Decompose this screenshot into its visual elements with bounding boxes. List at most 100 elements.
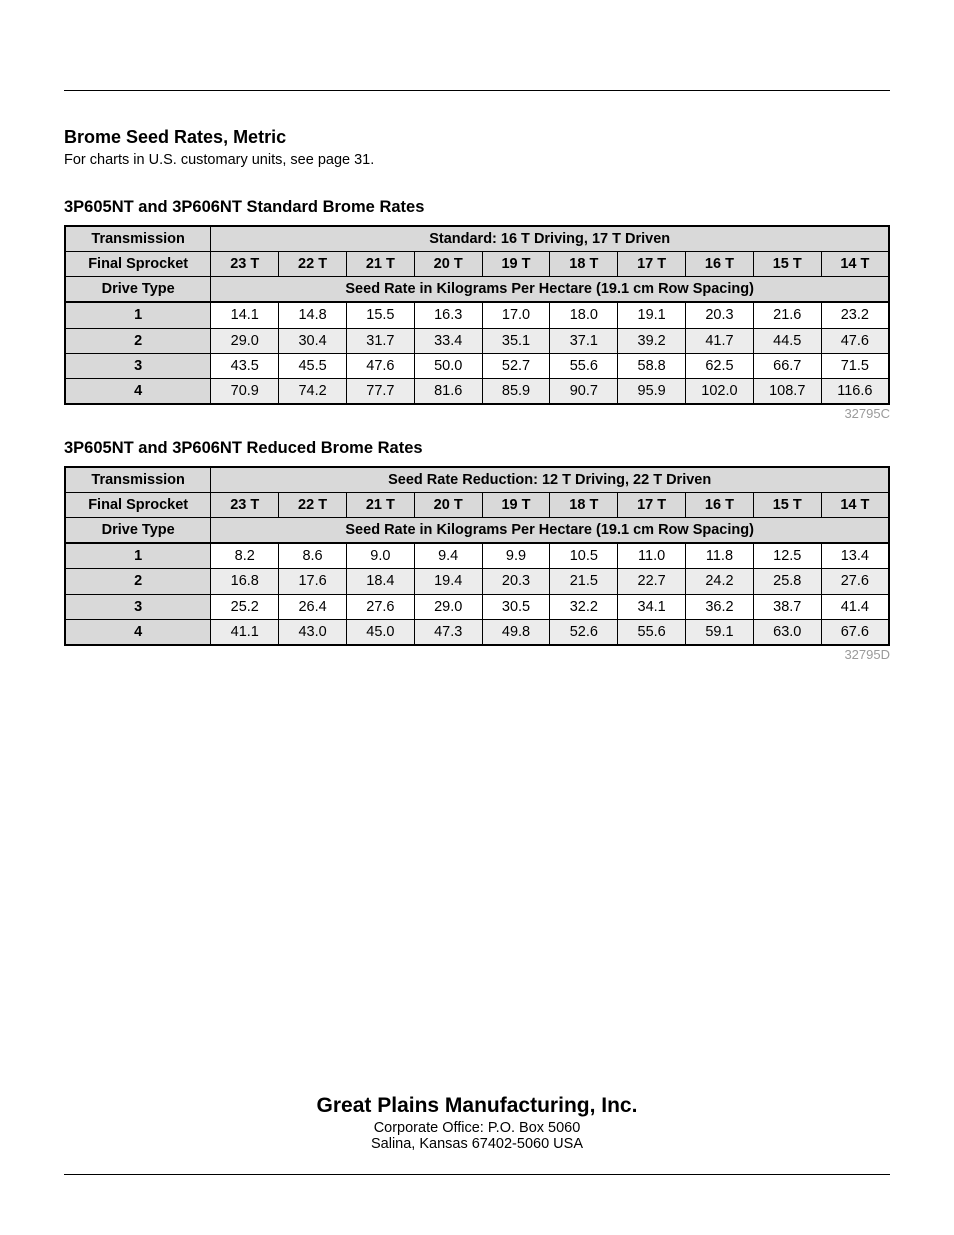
footer: Great Plains Manufacturing, Inc. Corpora… xyxy=(64,1094,890,1152)
rate-cell: 62.5 xyxy=(686,353,754,378)
sprocket-col-header: 14 T xyxy=(821,252,889,277)
rate-cell: 55.6 xyxy=(618,619,686,645)
rate-cell: 29.0 xyxy=(414,594,482,619)
rate-cell: 27.6 xyxy=(346,594,414,619)
top-rule xyxy=(64,90,890,91)
sprocket-col-header: 23 T xyxy=(211,493,279,518)
rate-cell: 22.7 xyxy=(618,569,686,594)
rate-cell: 25.2 xyxy=(211,594,279,619)
rate-cell: 47.3 xyxy=(414,619,482,645)
sprocket-col-header: 18 T xyxy=(550,493,618,518)
rate-cell: 95.9 xyxy=(618,378,686,404)
rate-cell: 18.4 xyxy=(346,569,414,594)
rate-cell: 90.7 xyxy=(550,378,618,404)
rate-cell: 36.2 xyxy=(686,594,754,619)
sprocket-col-header: 19 T xyxy=(482,252,550,277)
rate-table: TransmissionSeed Rate Reduction: 12 T Dr… xyxy=(64,466,890,646)
rate-cell: 17.0 xyxy=(482,302,550,328)
sprocket-col-header: 16 T xyxy=(686,493,754,518)
table-row: 470.974.277.781.685.990.795.9102.0108.71… xyxy=(65,378,889,404)
rate-cell: 19.4 xyxy=(414,569,482,594)
tables-container: 3P605NT and 3P606NT Standard Brome Rates… xyxy=(64,188,890,680)
table-row: 18.28.69.09.49.910.511.011.812.513.4 xyxy=(65,543,889,569)
rate-cell: 8.6 xyxy=(279,543,347,569)
rate-cell: 43.0 xyxy=(279,619,347,645)
table-title: 3P605NT and 3P606NT Standard Brome Rates xyxy=(64,198,890,217)
transmission-label: Transmission xyxy=(65,467,211,493)
table-row: 325.226.427.629.030.532.234.136.238.741.… xyxy=(65,594,889,619)
transmission-span: Standard: 16 T Driving, 17 T Driven xyxy=(211,226,889,252)
rate-cell: 47.6 xyxy=(821,328,889,353)
sprocket-col-header: 22 T xyxy=(279,493,347,518)
sprocket-col-header: 19 T xyxy=(482,493,550,518)
rate-table: TransmissionStandard: 16 T Driving, 17 T… xyxy=(64,225,890,405)
sprocket-col-header: 14 T xyxy=(821,493,889,518)
rate-cell: 85.9 xyxy=(482,378,550,404)
rate-cell: 55.6 xyxy=(550,353,618,378)
table-title: 3P605NT and 3P606NT Reduced Brome Rates xyxy=(64,439,890,458)
rate-cell: 20.3 xyxy=(482,569,550,594)
rate-cell: 52.7 xyxy=(482,353,550,378)
rate-cell: 45.5 xyxy=(279,353,347,378)
rate-cell: 9.0 xyxy=(346,543,414,569)
rate-cell: 30.5 xyxy=(482,594,550,619)
bottom-rule xyxy=(64,1174,890,1175)
table-row: 216.817.618.419.420.321.522.724.225.827.… xyxy=(65,569,889,594)
table-code: 32795C xyxy=(64,406,890,421)
drive-type-cell: 1 xyxy=(65,302,211,328)
rate-cell: 14.8 xyxy=(279,302,347,328)
rate-cell: 59.1 xyxy=(686,619,754,645)
subnote: For charts in U.S. customary units, see … xyxy=(64,152,890,168)
rate-cell: 13.4 xyxy=(821,543,889,569)
footer-address-1: Corporate Office: P.O. Box 5060 xyxy=(64,1120,890,1136)
rate-cell: 18.0 xyxy=(550,302,618,328)
rate-cell: 74.2 xyxy=(279,378,347,404)
sprocket-col-header: 21 T xyxy=(346,493,414,518)
transmission-span: Seed Rate Reduction: 12 T Driving, 22 T … xyxy=(211,467,889,493)
rate-cell: 17.6 xyxy=(279,569,347,594)
rate-cell: 23.2 xyxy=(821,302,889,328)
rate-cell: 116.6 xyxy=(821,378,889,404)
seed-rate-span: Seed Rate in Kilograms Per Hectare (19.1… xyxy=(211,518,889,544)
rate-cell: 66.7 xyxy=(753,353,821,378)
rate-cell: 39.2 xyxy=(618,328,686,353)
rate-cell: 11.0 xyxy=(618,543,686,569)
vertical-spacer xyxy=(64,680,890,1074)
rate-cell: 41.1 xyxy=(211,619,279,645)
rate-cell: 33.4 xyxy=(414,328,482,353)
drive-type-cell: 4 xyxy=(65,378,211,404)
section-heading: Brome Seed Rates, Metric xyxy=(64,127,890,148)
transmission-label: Transmission xyxy=(65,226,211,252)
sprocket-col-header: 17 T xyxy=(618,493,686,518)
rate-cell: 35.1 xyxy=(482,328,550,353)
rate-cell: 43.5 xyxy=(211,353,279,378)
rate-cell: 21.5 xyxy=(550,569,618,594)
footer-address-2: Salina, Kansas 67402-5060 USA xyxy=(64,1136,890,1152)
sprocket-col-header: 15 T xyxy=(753,252,821,277)
footer-company: Great Plains Manufacturing, Inc. xyxy=(64,1094,890,1118)
rate-cell: 49.8 xyxy=(482,619,550,645)
sprocket-col-header: 21 T xyxy=(346,252,414,277)
sprocket-col-header: 20 T xyxy=(414,252,482,277)
rate-cell: 20.3 xyxy=(686,302,754,328)
table-row: 229.030.431.733.435.137.139.241.744.547.… xyxy=(65,328,889,353)
rate-cell: 63.0 xyxy=(753,619,821,645)
rate-cell: 32.2 xyxy=(550,594,618,619)
rate-cell: 77.7 xyxy=(346,378,414,404)
rate-cell: 14.1 xyxy=(211,302,279,328)
table-code: 32795D xyxy=(64,647,890,662)
rate-cell: 81.6 xyxy=(414,378,482,404)
rate-cell: 52.6 xyxy=(550,619,618,645)
rate-cell: 70.9 xyxy=(211,378,279,404)
table-row: 114.114.815.516.317.018.019.120.321.623.… xyxy=(65,302,889,328)
drive-type-label: Drive Type xyxy=(65,277,211,303)
sprocket-col-header: 15 T xyxy=(753,493,821,518)
drive-type-cell: 1 xyxy=(65,543,211,569)
rate-cell: 24.2 xyxy=(686,569,754,594)
rate-cell: 11.8 xyxy=(686,543,754,569)
rate-cell: 8.2 xyxy=(211,543,279,569)
rate-cell: 41.7 xyxy=(686,328,754,353)
rate-cell: 44.5 xyxy=(753,328,821,353)
rate-cell: 25.8 xyxy=(753,569,821,594)
rate-cell: 27.6 xyxy=(821,569,889,594)
